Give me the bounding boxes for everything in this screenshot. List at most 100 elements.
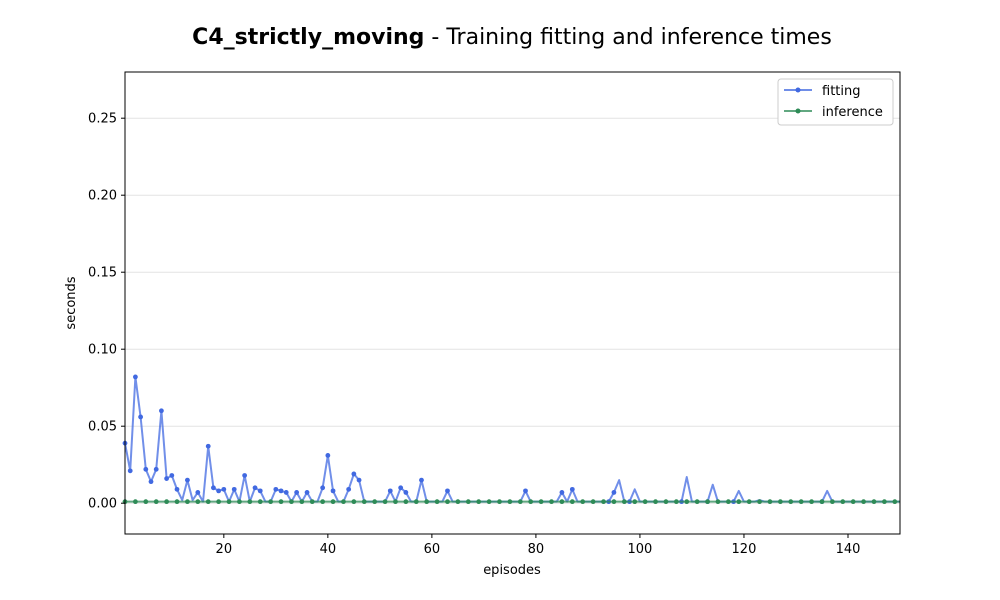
- data-point-inference-3: [153, 499, 159, 505]
- data-point-fitting-1: [127, 468, 133, 474]
- data-point-fitting-28: [330, 488, 336, 494]
- data-point-inference-60: [746, 499, 752, 505]
- data-point-inference-28: [413, 499, 419, 505]
- data-point-fitting-8: [164, 476, 170, 481]
- chart-title-rest: - Training fitting and inference times: [424, 25, 831, 50]
- x-axis: 20 40 60 80 100 120 140: [216, 534, 861, 557]
- data-point-inference-44: [580, 499, 586, 505]
- data-point-fitting-26: [320, 485, 326, 491]
- data-point-inference-57: [715, 499, 721, 505]
- data-point-inference-52: [663, 499, 669, 505]
- data-point-fitting-20: [257, 488, 263, 494]
- data-point-inference-74: [892, 499, 898, 505]
- data-point-inference-50: [642, 499, 648, 505]
- data-point-inference-32: [455, 499, 461, 505]
- chart-title-bold: C4_strictly_moving: [192, 25, 424, 50]
- data-point-inference-58: [725, 499, 731, 505]
- data-point-fitting-16: [221, 486, 227, 492]
- data-point-inference-33: [465, 499, 471, 505]
- data-point-inference-70: [850, 499, 856, 505]
- x-tick-label-1: 40: [320, 542, 337, 557]
- data-point-fitting-3: [138, 414, 144, 420]
- data-point-fitting-11: [185, 477, 190, 483]
- data-point-fitting-34: [403, 490, 409, 495]
- data-point-inference-69: [840, 499, 846, 505]
- data-point-inference-13: [257, 499, 263, 505]
- x-tick-label-2: 60: [424, 542, 441, 557]
- data-point-fitting-17: [231, 486, 237, 492]
- legend-label-inference: inference: [822, 105, 883, 120]
- data-point-fitting-24: [294, 490, 300, 495]
- data-point-inference-46: [601, 499, 606, 505]
- data-point-inference-1: [133, 499, 138, 505]
- data-point-fitting-6: [153, 466, 159, 472]
- data-point-fitting-29: [346, 486, 352, 492]
- data-point-inference-43: [569, 499, 575, 505]
- data-point-inference-4: [164, 499, 170, 505]
- x-tick-label-0: 20: [216, 542, 233, 557]
- data-point-inference-23: [361, 499, 367, 505]
- data-point-inference-2: [143, 499, 149, 505]
- data-point-inference-18: [309, 499, 315, 505]
- data-point-inference-49: [632, 499, 638, 505]
- data-point-inference-61: [757, 499, 762, 505]
- y-tick-label-1: 0.05: [88, 420, 117, 435]
- data-point-inference-8: [205, 499, 211, 505]
- data-point-inference-16: [289, 499, 294, 505]
- data-point-inference-9: [216, 499, 222, 505]
- data-point-inference-25: [382, 499, 388, 505]
- data-point-inference-24: [372, 499, 378, 505]
- data-point-inference-14: [268, 499, 274, 505]
- data-point-inference-20: [330, 499, 336, 505]
- data-point-inference-40: [538, 499, 544, 505]
- data-point-fitting-15: [216, 488, 222, 494]
- data-point-inference-10: [226, 499, 232, 505]
- x-tick-label-4: 100: [628, 542, 653, 557]
- data-point-inference-15: [278, 499, 284, 505]
- data-point-fitting-12: [195, 490, 201, 495]
- data-point-inference-37: [507, 499, 513, 505]
- series-layer: [122, 374, 900, 505]
- x-tick-label-6: 140: [836, 542, 861, 557]
- data-point-fitting-19: [252, 485, 258, 491]
- data-point-inference-72: [871, 499, 877, 505]
- data-point-fitting-27: [325, 453, 331, 458]
- data-point-inference-64: [788, 499, 794, 505]
- data-point-inference-22: [351, 499, 357, 505]
- data-point-fitting-41: [611, 490, 617, 495]
- data-point-fitting-38: [559, 490, 565, 495]
- data-point-inference-73: [881, 499, 887, 505]
- y-axis-label: seconds: [64, 276, 79, 329]
- data-point-inference-21: [341, 499, 346, 505]
- data-point-fitting-21: [273, 486, 279, 492]
- data-point-fitting-10: [174, 486, 180, 492]
- data-point-fitting-25: [304, 490, 310, 495]
- data-point-inference-68: [829, 499, 835, 505]
- data-point-fitting-5: [148, 479, 154, 485]
- data-point-fitting-9: [169, 473, 175, 478]
- data-point-fitting-37: [523, 488, 528, 494]
- data-point-fitting-18: [242, 473, 248, 478]
- data-point-inference-54: [684, 499, 690, 505]
- data-point-fitting-31: [356, 477, 362, 483]
- data-point-inference-48: [621, 499, 627, 505]
- data-point-fitting-23: [283, 490, 289, 495]
- data-point-fitting-13: [205, 443, 211, 449]
- chart-title: C4_strictly_moving - Training fitting an…: [192, 25, 832, 50]
- legend-marker-fitting: [795, 87, 801, 93]
- legend-label-fitting: fitting: [822, 84, 861, 99]
- data-point-inference-35: [486, 499, 492, 505]
- data-point-fitting-7: [159, 408, 164, 414]
- data-point-inference-38: [517, 499, 523, 505]
- data-point-inference-7: [195, 499, 201, 505]
- y-tick-label-3: 0.15: [88, 266, 117, 281]
- data-point-inference-53: [673, 499, 679, 505]
- data-point-fitting-2: [133, 374, 138, 380]
- data-point-inference-66: [809, 499, 814, 505]
- data-point-inference-17: [299, 499, 305, 505]
- x-tick-label-3: 80: [528, 542, 545, 557]
- data-point-fitting-39: [569, 486, 575, 492]
- data-point-inference-55: [694, 499, 700, 505]
- data-point-fitting-14: [211, 485, 216, 491]
